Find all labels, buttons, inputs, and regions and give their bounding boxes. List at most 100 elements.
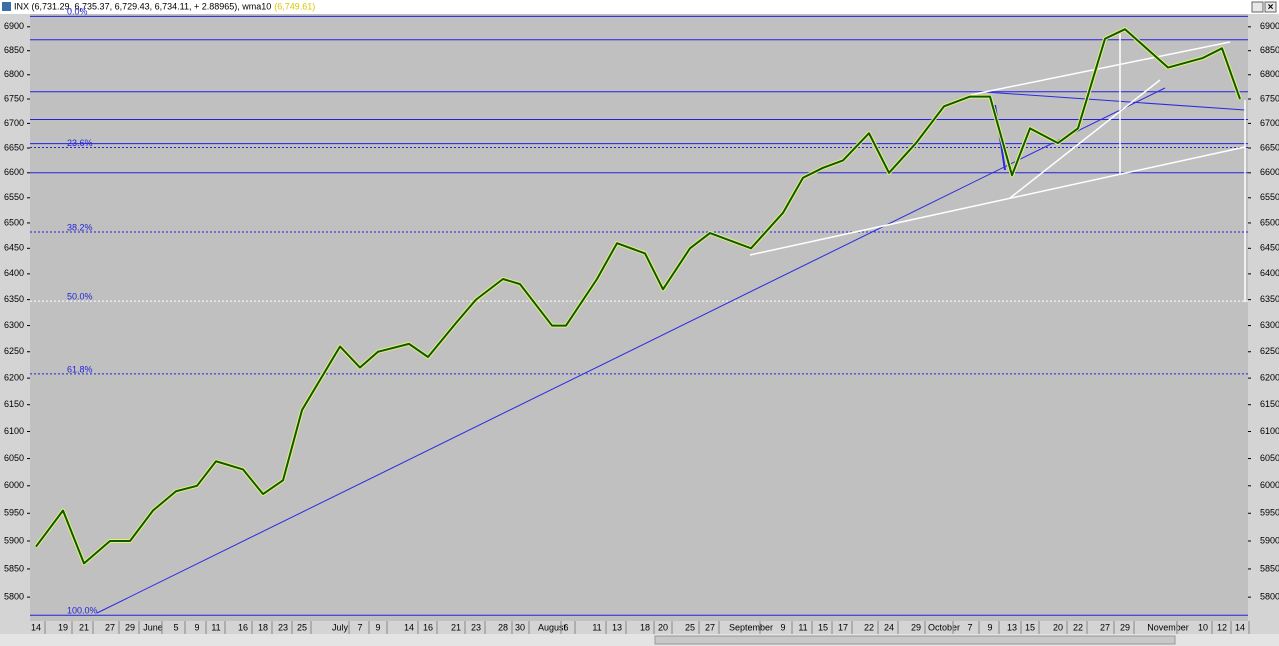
y-tick-label: 6500 xyxy=(1260,217,1279,227)
close-icon[interactable]: × xyxy=(1268,2,1274,13)
y-tick-label: 6850 xyxy=(4,45,24,55)
chart-icon xyxy=(2,2,11,11)
y-tick-label: 6700 xyxy=(4,118,24,128)
y-tick-label: 5950 xyxy=(1260,508,1279,518)
x-tick-label: 9 xyxy=(194,622,199,632)
y-tick-label: 6100 xyxy=(4,426,24,436)
y-tick-label: 6350 xyxy=(4,294,24,304)
x-tick-label: 29 xyxy=(125,622,135,632)
restore-button[interactable] xyxy=(1251,1,1264,13)
y-tick-label: 6650 xyxy=(1260,142,1279,152)
x-tick-label: 27 xyxy=(105,622,115,632)
trendline xyxy=(749,146,1246,256)
y-tick-label: 6650 xyxy=(4,142,24,152)
x-tick-label: August xyxy=(538,622,567,632)
y-tick-label: 6700 xyxy=(1260,118,1279,128)
y-tick-label: 6900 xyxy=(1260,21,1279,31)
y-tick-label: 5850 xyxy=(1260,563,1279,573)
y-tick-label: 6550 xyxy=(4,192,24,202)
x-tick-label: 24 xyxy=(884,622,894,632)
x-tick-label: 20 xyxy=(1053,622,1063,632)
y-tick-label: 6200 xyxy=(1260,372,1279,382)
y-tick-label: 6600 xyxy=(1260,167,1279,177)
y-tick-label: 6400 xyxy=(4,268,24,278)
scroll-thumb[interactable] xyxy=(654,635,1176,645)
x-tick-label: 18 xyxy=(640,622,650,632)
x-tick-label: 14 xyxy=(31,622,41,632)
trendline xyxy=(969,41,1231,96)
y-tick-label: 6450 xyxy=(4,243,24,253)
x-tick-label: 7 xyxy=(357,622,362,632)
x-tick-label: 21 xyxy=(451,622,461,632)
close-button[interactable] xyxy=(1264,1,1277,13)
x-tick-label: 27 xyxy=(705,622,715,632)
y-tick-label: 6200 xyxy=(4,372,24,382)
x-tick-label: September xyxy=(729,622,773,632)
title-bar xyxy=(0,0,1279,14)
x-tick-label: 19 xyxy=(58,622,68,632)
x-tick-label: 20 xyxy=(658,622,668,632)
y-tick-label: 6750 xyxy=(4,93,24,103)
x-tick-label: 25 xyxy=(297,622,307,632)
x-tick-label: 23 xyxy=(278,622,288,632)
fib-label: 38.2% xyxy=(67,222,93,232)
y-tick-label: 6850 xyxy=(1260,45,1279,55)
y-tick-label: 6300 xyxy=(1260,320,1279,330)
x-tick-label: 10 xyxy=(1198,622,1208,632)
x-tick-label: 17 xyxy=(838,622,848,632)
x-tick-label: 11 xyxy=(211,622,220,632)
y-tick-label: 6250 xyxy=(4,346,24,356)
x-tick-label: 13 xyxy=(612,622,622,632)
x-tick-label: 29 xyxy=(911,622,921,632)
x-tick-label: 9 xyxy=(375,622,380,632)
x-tick-label: 22 xyxy=(1073,622,1083,632)
x-tick-label: 14 xyxy=(404,622,414,632)
price-line xyxy=(35,28,1241,565)
y-tick-label: 6250 xyxy=(1260,346,1279,356)
x-tick-label: 7 xyxy=(967,622,972,632)
y-tick-label: 6350 xyxy=(1260,294,1279,304)
y-tick-label: 6800 xyxy=(1260,69,1279,79)
x-axis xyxy=(0,621,1279,634)
y-tick-label: 6050 xyxy=(4,453,24,463)
x-tick-label: 5 xyxy=(173,622,178,632)
fib-label: 61.8% xyxy=(67,364,93,374)
x-tick-label: 9 xyxy=(987,622,992,632)
y-tick-label: 6750 xyxy=(1260,93,1279,103)
x-tick-label: 12 xyxy=(1217,622,1227,632)
left-axis xyxy=(0,14,30,621)
y-tick-label: 6400 xyxy=(1260,268,1279,278)
y-tick-label: 5900 xyxy=(4,535,24,545)
wma-value: (6,749.61) xyxy=(274,1,315,11)
y-tick-label: 6550 xyxy=(1260,192,1279,202)
x-tick-label: 6 xyxy=(563,622,568,632)
trendline xyxy=(96,87,1166,614)
plot-area xyxy=(30,14,1248,621)
chart-title: INX (6,731.29, 6,735.37, 6,729.43, 6,734… xyxy=(14,1,271,11)
fib-label: 50.0% xyxy=(67,292,93,302)
y-tick-label: 5850 xyxy=(4,563,24,573)
y-tick-label: 6450 xyxy=(1260,243,1279,253)
x-tick-label: 11 xyxy=(798,622,807,632)
fib-label: 100.0% xyxy=(67,606,98,616)
x-tick-label: 13 xyxy=(1007,622,1017,632)
trendline xyxy=(1009,79,1161,199)
x-tick-label: 23 xyxy=(471,622,481,632)
y-tick-label: 6900 xyxy=(4,21,24,31)
x-tick-label: 29 xyxy=(1120,622,1130,632)
y-tick-label: 6150 xyxy=(1260,399,1279,409)
fib-label: 23.6% xyxy=(67,138,93,148)
x-tick-label: 15 xyxy=(1025,622,1035,632)
y-tick-label: 6600 xyxy=(4,167,24,177)
x-tick-label: 18 xyxy=(258,622,268,632)
y-tick-label: 6800 xyxy=(4,69,24,79)
y-tick-label: 5800 xyxy=(1260,592,1279,602)
fib-label: 0.0% xyxy=(67,7,88,17)
x-tick-label: June xyxy=(143,622,163,632)
x-tick-label: October xyxy=(928,622,960,632)
y-tick-label: 6050 xyxy=(1260,453,1279,463)
y-tick-label: 5950 xyxy=(4,508,24,518)
y-tick-label: 6000 xyxy=(4,480,24,490)
